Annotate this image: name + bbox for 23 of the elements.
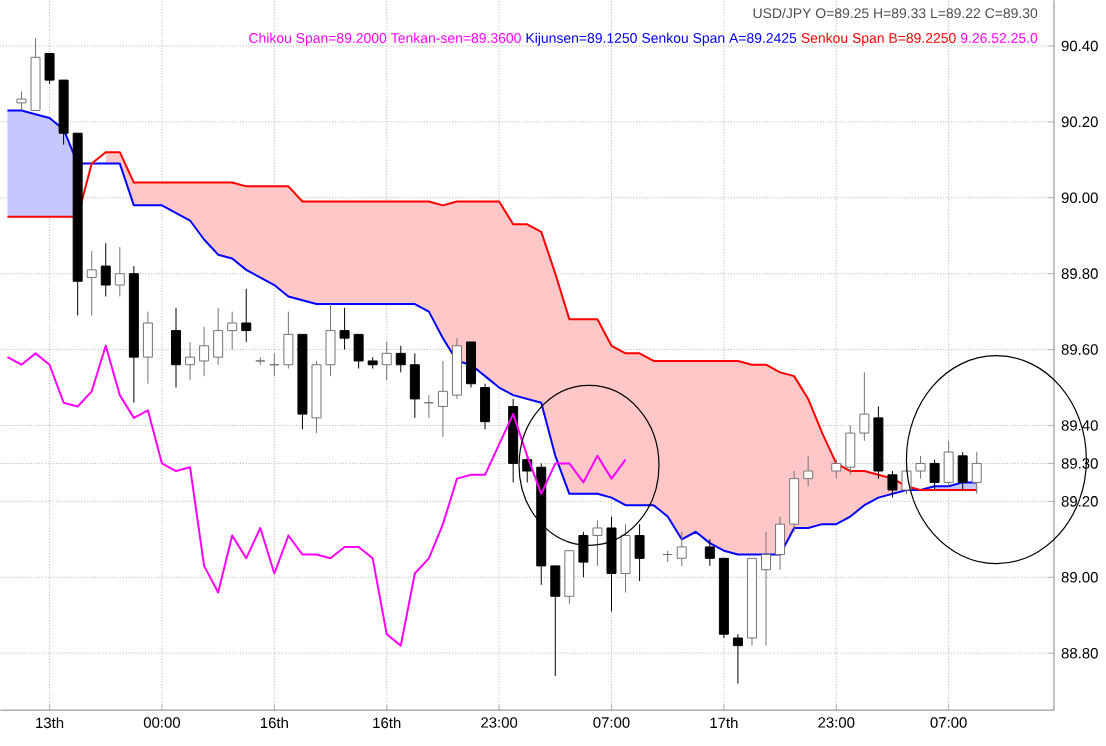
candlestick <box>480 383 491 430</box>
candlestick <box>620 523 631 593</box>
candlestick <box>409 352 420 419</box>
candlestick <box>100 242 111 297</box>
candlestick <box>437 360 448 438</box>
candlestick <box>789 470 800 533</box>
candlestick <box>241 288 252 343</box>
candlestick <box>283 311 294 369</box>
candlestick <box>227 311 238 350</box>
candlestick <box>142 311 153 385</box>
candlestick <box>128 265 139 404</box>
candlestick <box>213 307 224 366</box>
candlestick <box>114 246 125 297</box>
candlestick <box>971 451 982 495</box>
candlestick <box>86 250 97 316</box>
candlestick <box>171 307 181 388</box>
candlestick <box>451 337 462 400</box>
candlestick <box>185 341 196 381</box>
candlestick <box>775 516 786 571</box>
candlestick <box>381 341 392 381</box>
candlestick <box>199 326 210 377</box>
candlestick <box>732 633 743 685</box>
candlestick <box>761 531 772 647</box>
